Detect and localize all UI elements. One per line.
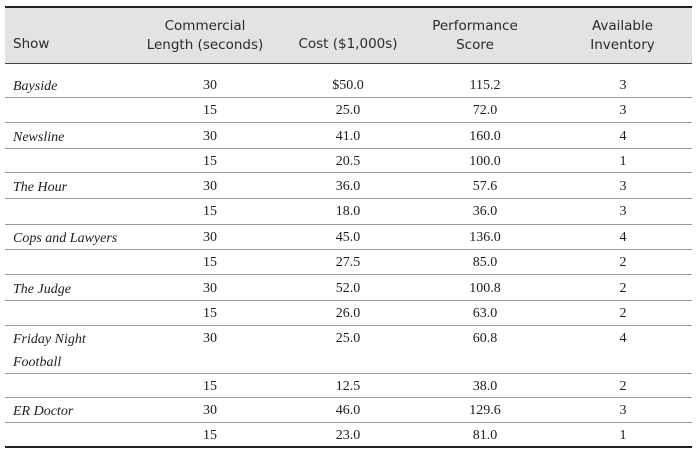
commercial-length: 30 [203, 129, 217, 144]
performance-score: 100.0 [469, 154, 501, 169]
performance-score: 57.6 [472, 179, 498, 194]
cost-value: 41.0 [335, 129, 361, 144]
commercial-length: 15 [203, 103, 217, 118]
performance-score: 100.8 [469, 281, 501, 296]
header-perf-line2: Score [456, 36, 494, 53]
cost-value: 23.0 [335, 428, 361, 443]
table-header: Show Commercial Length (seconds) Cost ($… [5, 8, 692, 64]
available-inventory: 1 [619, 428, 627, 443]
row-divider [5, 325, 692, 326]
header-cost-label: Cost ($1,000s) [298, 36, 398, 52]
available-inventory: 2 [619, 306, 627, 321]
row-divider [5, 300, 692, 301]
show-name: Cops and Lawyers [13, 231, 118, 246]
performance-score: 81.0 [472, 428, 498, 443]
cost-value: 20.5 [335, 154, 361, 169]
show-commercial-table: Show Commercial Length (seconds) Cost ($… [5, 6, 692, 448]
header-inv-line2: Inventory [590, 36, 655, 53]
performance-score: 36.0 [472, 204, 498, 219]
row-divider [5, 249, 692, 250]
row-divider [5, 373, 692, 374]
cost-value: 46.0 [335, 403, 361, 418]
show-name: Newsline [13, 130, 65, 145]
show-name: The Judge [13, 282, 71, 297]
cost-value: 27.5 [335, 255, 361, 270]
performance-score: 63.0 [472, 306, 498, 321]
row-divider [5, 224, 692, 225]
available-inventory: 2 [619, 379, 627, 394]
performance-score: 85.0 [472, 255, 498, 270]
show-name: The Hour [13, 180, 68, 195]
show-name: ER Doctor [13, 404, 74, 419]
commercial-length: 30 [203, 403, 217, 418]
performance-score: 60.8 [472, 331, 498, 346]
available-inventory: 4 [619, 230, 627, 245]
header-inv-line1: Available [591, 17, 654, 34]
row-divider [5, 422, 692, 423]
available-inventory: 1 [619, 154, 627, 169]
header-show: Show [13, 17, 49, 72]
commercial-length: 30 [203, 78, 217, 93]
available-inventory: 4 [619, 129, 627, 144]
cost-value: 52.0 [335, 281, 361, 296]
show-name: Bayside [13, 79, 58, 94]
header-performance: Performance Score [415, 8, 535, 63]
cost-value: 26.0 [335, 306, 361, 321]
row-divider [5, 397, 692, 398]
cost-value: 25.0 [335, 103, 361, 118]
performance-score: 136.0 [469, 230, 501, 245]
header-length-line2: Length (seconds) [146, 36, 264, 53]
performance-score: 115.2 [469, 78, 501, 93]
performance-score: 160.0 [469, 129, 501, 144]
available-inventory: 3 [619, 103, 627, 118]
commercial-length: 30 [203, 281, 217, 296]
cost-value: $50.0 [332, 78, 364, 93]
header-show-label: Show [13, 36, 50, 52]
header-length: Commercial Length (seconds) [140, 8, 270, 63]
commercial-length: 15 [203, 379, 217, 394]
header-inventory: Available Inventory [560, 8, 685, 63]
header-length-line1: Commercial [164, 17, 246, 34]
available-inventory: 3 [619, 179, 627, 194]
available-inventory: 3 [619, 403, 627, 418]
cost-value: 45.0 [335, 230, 361, 245]
header-perf-line1: Performance [432, 17, 518, 34]
commercial-length: 15 [203, 204, 217, 219]
available-inventory: 4 [619, 331, 627, 346]
commercial-length: 15 [203, 306, 217, 321]
cost-value: 36.0 [335, 179, 361, 194]
available-inventory: 3 [619, 78, 627, 93]
cost-value: 25.0 [335, 331, 361, 346]
available-inventory: 2 [619, 255, 627, 270]
available-inventory: 2 [619, 281, 627, 296]
row-divider [5, 97, 692, 98]
performance-score: 72.0 [472, 103, 498, 118]
commercial-length: 30 [203, 230, 217, 245]
table-body: Bayside 30 $50.0 115.2 3 15 25.0 72.0 3 Newsline 3… [5, 64, 692, 446]
commercial-length: 15 [203, 428, 217, 443]
cost-value: 12.5 [335, 379, 361, 394]
commercial-length: 30 [203, 179, 217, 194]
row-divider [5, 198, 692, 199]
row-divider [5, 148, 692, 149]
performance-score: 38.0 [472, 379, 498, 394]
commercial-length: 15 [203, 154, 217, 169]
cost-value: 18.0 [335, 204, 361, 219]
row-divider [5, 274, 692, 275]
commercial-length: 30 [203, 331, 217, 346]
header-cost: Cost ($1,000s) [288, 17, 408, 72]
row-divider [5, 172, 692, 173]
show-name: Friday Night Football [13, 332, 86, 370]
available-inventory: 3 [619, 204, 627, 219]
commercial-length: 15 [203, 255, 217, 270]
performance-score: 129.6 [469, 403, 501, 418]
row-divider [5, 122, 692, 123]
